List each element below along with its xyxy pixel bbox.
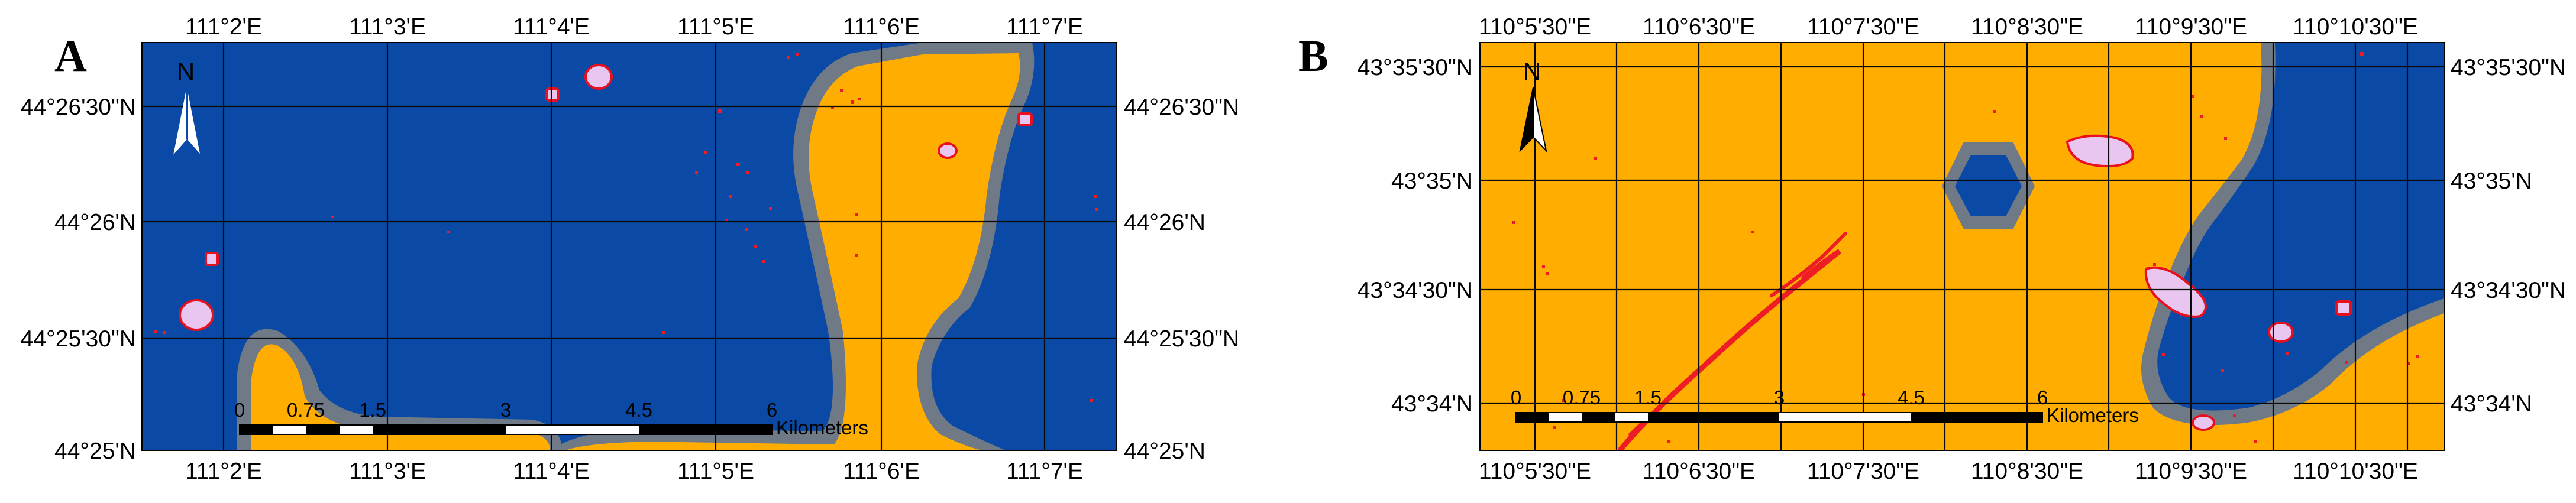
right-ticks: 44°26'30"N 44°26'N 44°25'30"N 44°25'N	[1124, 95, 1239, 464]
tick-label: 111°5'E	[677, 459, 754, 484]
bottom-ticks: 110°5'30"E 110°6'30"E 110°7'30"E 110°8'3…	[1479, 459, 2418, 484]
left-ticks: 44°26'30"N 44°26'N 44°25'30"N 44°25'N	[21, 95, 136, 464]
scale-label: 3	[500, 399, 511, 421]
right-ticks: 43°35'30"N 43°35'N 43°34'30"N 43°34'N	[2451, 55, 2566, 417]
north-arrow: N	[173, 57, 200, 155]
scale-label: 4.5	[1898, 387, 1925, 408]
tick-label: 43°35'30"N	[2451, 55, 2566, 80]
tick-label: 44°25'30"N	[21, 326, 136, 352]
scale-unit: Kilometers	[2047, 404, 2139, 426]
tick-label: 110°5'30"E	[1479, 459, 1591, 484]
top-ticks: 110°5'30"E 110°6'30"E 110°7'30"E 110°8'3…	[1479, 14, 2418, 40]
change-specks	[154, 53, 1098, 402]
land-area	[565, 53, 1020, 450]
tick-label: 111°6'E	[843, 14, 920, 40]
tick-label: 111°4'E	[513, 14, 590, 40]
tick-label: 44°25'N	[1124, 439, 1205, 464]
tick-label: 111°4'E	[513, 459, 590, 484]
tick-label: 111°2'E	[185, 459, 262, 484]
tick-label: 111°5'E	[677, 14, 754, 40]
map-border	[1479, 42, 2445, 451]
tick-label: 44°25'N	[54, 439, 136, 464]
scale-label: 1.5	[359, 399, 386, 421]
tick-label: 110°8'30"E	[1971, 14, 2083, 40]
tick-label: 111°3'E	[349, 14, 426, 40]
tick-label: 43°34'30"N	[1358, 278, 1473, 303]
tick-label: 43°34'30"N	[2451, 278, 2566, 303]
panel-label: B	[1298, 31, 1329, 81]
tick-label: 43°34'N	[2451, 391, 2532, 417]
graticule	[142, 43, 1117, 450]
tick-label: 43°35'N	[1391, 168, 1473, 194]
tick-label: 111°7'E	[1006, 14, 1083, 40]
tick-label: 110°7'30"E	[1807, 459, 1919, 484]
scale-label: 6	[767, 399, 777, 421]
panel-a: A	[21, 14, 1239, 484]
tick-label: 110°6'30"E	[1643, 459, 1755, 484]
tick-label: 111°6'E	[843, 459, 920, 484]
map-frame: N 0 0.75 1.5 3 4.5 6 Kilometers	[1480, 43, 2444, 450]
tick-label: 43°35'N	[2451, 168, 2532, 194]
tick-label: 111°2'E	[185, 14, 262, 40]
graticule	[1480, 43, 2444, 450]
scale-label: 1.5	[1634, 387, 1662, 408]
scale-label: 0.75	[1563, 387, 1601, 408]
tick-label: 43°35'30"N	[1358, 55, 1473, 80]
scale-unit: Kilometers	[776, 417, 868, 439]
tick-label: 110°9'30"E	[2135, 14, 2247, 40]
water-area	[2157, 43, 2444, 411]
tick-label: 111°7'E	[1006, 459, 1083, 484]
scale-bar: 0 0.75 1.5 3 4.5 6 Kilometers	[1511, 387, 2139, 426]
tick-label: 110°8'30"E	[1971, 459, 2083, 484]
scale-label: 0	[234, 399, 245, 421]
scale-label: 3	[1774, 387, 1785, 408]
tick-label: 44°25'30"N	[1124, 326, 1239, 352]
tick-label: 44°26'N	[54, 210, 136, 235]
tick-label: 110°7'30"E	[1807, 14, 1919, 40]
panel-label: A	[54, 31, 87, 81]
scale-label: 6	[2037, 387, 2048, 408]
tick-label: 111°3'E	[349, 459, 426, 484]
map-frame: N 0 0.75 1.5 3 4.5 6 Kilometers	[142, 43, 1117, 450]
tick-label: 110°5'30"E	[1479, 14, 1591, 40]
north-arrow: N	[1519, 57, 1547, 153]
left-ticks: 43°35'30"N 43°35'N 43°34'30"N 43°34'N	[1358, 55, 1473, 417]
map-border	[141, 42, 1117, 451]
land-area	[251, 344, 550, 450]
tick-label: 44°26'30"N	[1124, 95, 1239, 120]
vegetation-patches	[179, 64, 1033, 331]
scale-label: 0.75	[287, 399, 325, 421]
tick-label: 43°34'N	[1391, 391, 1473, 417]
north-label: N	[177, 57, 195, 85]
tick-label: 44°26'N	[1124, 210, 1205, 235]
tick-label: 110°10'30"E	[2293, 14, 2418, 40]
north-label: N	[1523, 57, 1541, 85]
tick-label: 110°6'30"E	[1643, 14, 1755, 40]
scale-label: 4.5	[625, 399, 652, 421]
tick-label: 110°9'30"E	[2135, 459, 2247, 484]
water-area	[1955, 155, 2022, 216]
panel-b: B	[1298, 14, 2566, 484]
tick-label: 44°26'30"N	[21, 95, 136, 120]
scale-bar: 0 0.75 1.5 3 4.5 6 Kilometers	[234, 399, 868, 439]
tick-label: 110°10'30"E	[2293, 459, 2418, 484]
bottom-ticks: 111°2'E 111°3'E 111°4'E 111°5'E 111°6'E …	[185, 459, 1083, 484]
scale-label: 0	[1511, 387, 1521, 408]
top-ticks: 111°2'E 111°3'E 111°4'E 111°5'E 111°6'E …	[185, 14, 1083, 40]
